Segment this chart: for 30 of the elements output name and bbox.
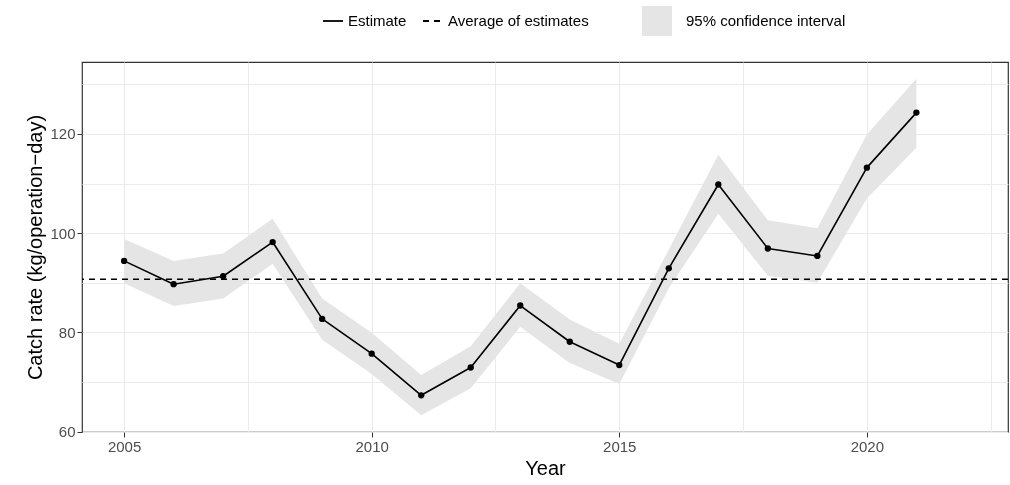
y-tick-label: 80 — [58, 323, 76, 341]
y-tick-label: 120 — [50, 125, 76, 143]
point — [269, 238, 276, 246]
point — [665, 265, 672, 272]
text: 95% confidence interval — [686, 12, 846, 29]
point — [170, 281, 177, 288]
y-tick-label: 100 — [50, 224, 76, 242]
point — [913, 109, 920, 116]
x-axis-title: Year — [525, 456, 567, 479]
legend-label: Estimate — [348, 12, 407, 29]
point — [814, 252, 821, 260]
x-tick-label: 2020 — [850, 437, 885, 455]
point — [863, 164, 871, 171]
y-axis-title: Catch rate (kg/operation−day) — [24, 114, 47, 381]
point — [319, 315, 326, 323]
x-tick-label: 2005 — [107, 437, 142, 455]
point — [764, 245, 771, 252]
x-tick-label: 2015 — [603, 437, 637, 455]
point — [616, 361, 623, 369]
point — [219, 273, 227, 280]
y-tick-label: 60 — [58, 423, 76, 440]
point — [120, 257, 128, 265]
point — [418, 392, 425, 399]
point — [566, 338, 573, 345]
point — [517, 302, 524, 309]
x-tick-label: 2010 — [355, 437, 389, 455]
legend-label: Average of estimates — [448, 12, 589, 29]
point — [368, 350, 375, 357]
point — [467, 364, 474, 371]
point — [715, 181, 722, 188]
